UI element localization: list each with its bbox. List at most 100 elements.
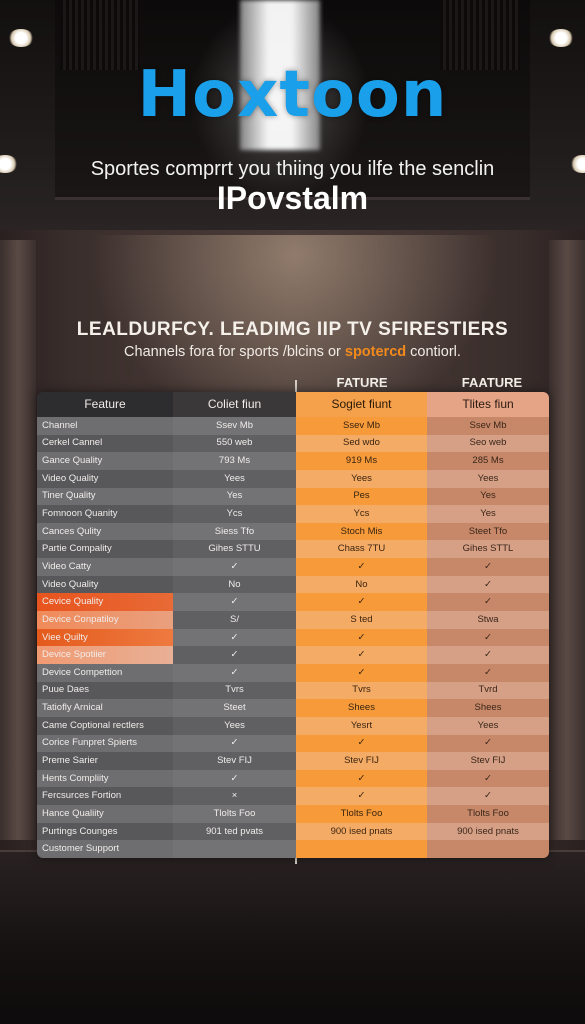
table-cell: Yees [173, 469, 296, 489]
table-cell: Siess Tfo [173, 522, 296, 541]
table-cell: Cevice Quality [37, 593, 173, 612]
table-cell: ✓ [173, 593, 296, 612]
table-cell: Yes [173, 487, 296, 506]
table-row: Device Spotiier ✓ ✓ ✓ [37, 646, 549, 665]
table-cell: ✓ [427, 769, 549, 788]
tagline: Sportes comprrt you thiing you ilfe the … [90, 158, 495, 180]
table-cell: Tvrs [173, 681, 296, 700]
table-row: Customer Support [37, 840, 549, 858]
table-cell: Stev FIJ [427, 752, 549, 771]
table-cell: Stev FIJ [296, 752, 427, 771]
table-cell: Chass 7TU [296, 540, 427, 559]
subhead-highlight: spotercd [344, 344, 407, 360]
table-row: Hents Compliity ✓ ✓ ✓ [37, 769, 549, 788]
table-cell [173, 840, 296, 858]
table-row: Device Conpatiloy S/S ted Stwa [37, 611, 549, 630]
table-cell: ✓ [427, 787, 549, 806]
table-cell: Steet [173, 699, 296, 718]
table-row: Tatiofly Arnical Steet Shees Shees [37, 699, 549, 718]
top-label: FATURE [336, 375, 388, 390]
table-cell: ✓ [173, 769, 296, 788]
spotlight [8, 29, 34, 47]
table-header-row: Feature Coliet fiun Sogiet fiunt Tlites fiu… [37, 392, 549, 417]
table-cell: Ssev Mb [296, 417, 427, 436]
table-cell: 550 web [173, 434, 296, 453]
table-cell: Preme Sarier [37, 752, 173, 771]
table-row: Fercsurces Fortion × ✓ ✓ [37, 787, 549, 806]
table-cell: Corice Funpret Spierts [37, 734, 173, 753]
table-row: Puue Daes Tvrs Tvrs Tvrd [37, 681, 549, 700]
table-row: Video Quality No No ✓ [37, 575, 549, 594]
table-row: Cances Qulity Siess Tfo Stoch Mis Steet Tfo [37, 522, 549, 541]
table-cell: S ted [296, 611, 427, 630]
ceiling-light [240, 0, 320, 150]
table-top-labels: FATURE FAATURE [0, 375, 585, 393]
table-cell: ✓ [173, 558, 296, 577]
table-row: Came Coptional rectlers Yees Yesrt Yees [37, 716, 549, 735]
table-cell: Pes [296, 487, 427, 506]
spotlight [548, 29, 574, 47]
table-row: Corice Funpret Spierts ✓ ✓ ✓ [37, 734, 549, 753]
table-cell: ✓ [427, 558, 549, 577]
table-cell: × [173, 787, 296, 806]
sub-brand: IPovstalm [216, 180, 369, 216]
table-cell: ✓ [427, 575, 549, 594]
wall-pillar [549, 240, 585, 840]
table-cell: Fercsurces Fortion [37, 787, 173, 806]
wall-pillar [0, 240, 36, 840]
table-cell: ✓ [173, 663, 296, 683]
table-row: Partie Compality Gihes STTU Chass 7TU Gihes… [37, 540, 549, 559]
subhead-prefix: Channels fora for sports /blcins or [124, 344, 345, 360]
table-cell: 793 Ms [173, 452, 296, 471]
table-cell: ✓ [296, 769, 427, 788]
table-row: Channel Ssev Mb Ssev Mb Ssev Mb [37, 417, 549, 436]
table-row: Tiner Quality Yes Pes Yes [37, 487, 549, 506]
column-header: Feature [37, 392, 173, 417]
table-cell: Cances Qulity [37, 522, 173, 541]
table-cell: Seo web [427, 434, 549, 453]
table-cell: Channel [37, 417, 173, 436]
table-row: Preme Sarier Stev FIJ Stev FIJ Stev FIJ [37, 752, 549, 771]
table-cell: Customer Support [37, 840, 173, 858]
table-cell: 900 ised pnats [427, 822, 549, 841]
table-cell: S/ [173, 611, 296, 630]
table-cell: Device Compettion [37, 663, 173, 683]
table-cell: No [173, 575, 296, 594]
table-cell: 901 ted pvats [173, 822, 296, 841]
table-cell: Sed wdo [296, 434, 427, 453]
table-cell: ✓ [427, 646, 549, 665]
table-cell: ✓ [427, 593, 549, 612]
table-cell: Tvrs [296, 681, 427, 700]
table-cell: Tiner Quality [37, 487, 173, 506]
table-cell: Cerkel Cannel [37, 434, 173, 453]
table-cell: Ycs [173, 505, 296, 524]
table-cell: Tvrd [427, 681, 549, 700]
table-cell: Device Spotiier [37, 646, 173, 665]
table-row: Video Catty ✓ ✓ ✓ [37, 558, 549, 577]
top-label: FAATURE [461, 375, 523, 390]
table-row: Fomnoon Quanity Ycs Ycs Yes [37, 505, 549, 524]
table-cell: Fomnoon Quanity [37, 505, 173, 524]
table-cell: Tlolts Foo [427, 805, 549, 824]
table-cell: Stwa [427, 611, 549, 630]
table-cell: ✓ [427, 628, 549, 647]
table-cell: Video Quality [37, 469, 173, 489]
table-cell: Yees [427, 469, 549, 489]
column-header: Sogiet fiunt [296, 392, 427, 417]
table-row: Viee Quilty ✓ ✓ ✓ [37, 628, 549, 647]
table-cell: Ssev Mb [173, 417, 296, 436]
table-cell: ✓ [173, 628, 296, 647]
table-cell: Gihes STTU [173, 540, 296, 559]
table-row: Gance Quality 793 Ms 919 Ms 285 Ms [37, 452, 549, 471]
table-cell: 285 Ms [427, 452, 549, 471]
table-cell: ✓ [296, 787, 427, 806]
table-cell: Purtings Counges [37, 822, 173, 841]
table-cell: ✓ [296, 646, 427, 665]
table-cell: Gihes STTL [427, 540, 549, 559]
table-cell: Yesrt [296, 716, 427, 735]
table-row: Cerkel Cannel 550 web Sed wdo Seo web [37, 434, 549, 453]
table-cell [296, 840, 427, 858]
spotlight [570, 155, 585, 173]
table-cell: Yees [296, 469, 427, 489]
table-cell: ✓ [296, 734, 427, 753]
